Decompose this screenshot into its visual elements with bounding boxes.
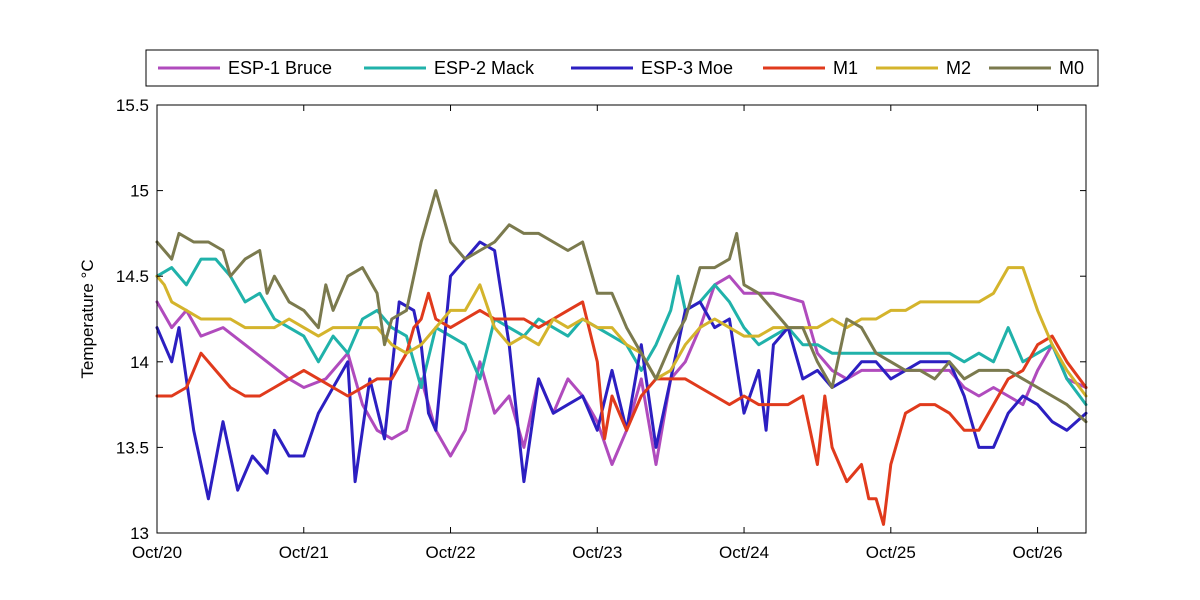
legend-label: ESP-1 Bruce: [228, 58, 332, 78]
y-tick-label: 13.5: [116, 438, 149, 457]
y-tick-label: 13: [130, 524, 149, 543]
y-tick-label: 15.5: [116, 96, 149, 115]
x-tick-label: Oct/22: [425, 543, 475, 562]
y-axis-label: Temperature °C: [78, 259, 97, 378]
x-tick-label: Oct/25: [866, 543, 916, 562]
series-layer: [155, 189, 1088, 526]
series-line-5: [155, 266, 1088, 398]
plot-frame: [156, 104, 1087, 534]
x-tick-label: Oct/26: [1013, 543, 1063, 562]
series-line-4: [155, 291, 1088, 526]
y-tick-label: 14.5: [116, 267, 149, 286]
legend-items: ESP-1 Bruce ESP-2 Mack ESP-3 Moe M1 M2 M0: [158, 58, 1084, 78]
legend-label: M0: [1059, 58, 1084, 78]
legend-label: M1: [833, 58, 858, 78]
legend: ESP-1 Bruce ESP-2 Mack ESP-3 Moe M1 M2 M0: [145, 49, 1099, 87]
y-tick-label: 15: [130, 182, 149, 201]
y-tick-label: 14: [130, 353, 149, 372]
y-axis: 13 13.5 14 14.5 15 15.5: [116, 96, 1086, 543]
x-tick-label: Oct/23: [572, 543, 622, 562]
series-line-6: [155, 189, 1088, 424]
legend-label: ESP-2 Mack: [434, 58, 535, 78]
legend-label: M2: [946, 58, 971, 78]
series-line-3: [155, 240, 1088, 501]
series-line-1: [155, 274, 1088, 466]
x-tick-label: Oct/21: [279, 543, 329, 562]
x-axis: Oct/20 Oct/21 Oct/22 Oct/23 Oct/24 Oct/25 Oct/…: [132, 105, 1063, 562]
x-tick-label: Oct/24: [719, 543, 769, 562]
x-tick-label: Oct/20: [132, 543, 182, 562]
legend-label: ESP-3 Moe: [641, 58, 733, 78]
series-line-2: [155, 257, 1088, 407]
